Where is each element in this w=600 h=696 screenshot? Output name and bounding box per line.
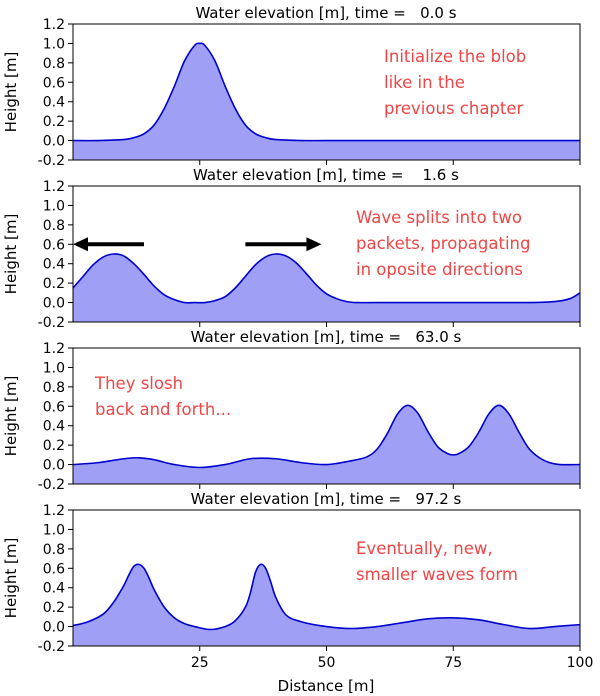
panel-2-water-fill (73, 253, 580, 322)
panel-3-y-tick-label: 0.4 (43, 419, 65, 435)
panel-1-note-line-2: like in the (384, 73, 465, 92)
panel-2-y-tick-label: 0.8 (43, 218, 65, 234)
panel-1-y-tick-label: 0.0 (43, 134, 65, 150)
panel-1-y-tick-label: 1.2 (43, 17, 65, 33)
panel-4-y-tick-label: 0.0 (43, 620, 65, 636)
panel-3-y-tick-label: 0.8 (43, 380, 65, 396)
panel-2-y-axis-label: Height [m] (2, 214, 20, 295)
panel-1-y-tick-label: 0.8 (43, 56, 65, 72)
panel-4-water-fill (73, 564, 580, 646)
arrow-right-head (306, 237, 322, 252)
panel-4-plot: 1.2 1.0 0.8 0.6 0.4 0.2 0.0 -0.2 25 50 75 100 (38, 503, 594, 671)
panel-2-y-tick-label: 0.2 (43, 276, 65, 292)
panel-3-note-line-1: They slosh (94, 374, 183, 393)
panel-3-y-tick-label: 0.6 (43, 399, 65, 415)
panel-3: Water elevation [m], time = 63.0 s 1.21.… (2, 328, 581, 493)
panel-4-y-tick-label: 0.2 (43, 600, 65, 616)
x-tick-label: 50 (318, 655, 336, 671)
panel-2-water-line (72, 253, 581, 304)
panel-1-water-fill (73, 43, 580, 161)
panel-3-y-tick-label: -0.2 (38, 477, 65, 493)
panel-4: Water elevation [m], time = 97.2 s 1.21.… (2, 490, 593, 671)
panel-2-y-tick-label: 0.4 (43, 257, 65, 273)
panel-2-y-tick-label: 1.2 (43, 179, 65, 195)
panel-2-plot: 1.2 1.0 0.8 0.6 0.4 0.2 0.0 -0.2 (38, 179, 581, 331)
panel-3-y-tick-label: 1.2 (43, 341, 65, 357)
panel-3-title: Water elevation [m], time = 63.0 s (191, 328, 462, 346)
x-axis-label: Distance [m] (278, 677, 375, 695)
x-tick-label: 25 (191, 655, 209, 671)
x-tick-label: 100 (567, 655, 594, 671)
panel-3-y-tick-label: 0.0 (43, 458, 65, 474)
panel-1-y-axis-label: Height [m] (2, 52, 20, 133)
panel-3-note-line-2: back and forth... (95, 400, 231, 419)
panel-2-note-line-1: Wave splits into two (356, 208, 522, 227)
panel-2-note-line-2: packets, propagating (356, 234, 530, 253)
panel-2-note-line-3: in oposite directions (356, 260, 523, 279)
panel-3-water-fill (73, 405, 580, 484)
panel-1-y-tick-label: 0.4 (43, 95, 65, 111)
panel-1-note-line-1: Initialize the blob (384, 47, 526, 66)
panel-3-y-tick-label: 1.0 (43, 360, 65, 376)
panel-2-y-tick-label: 1.0 (43, 198, 65, 214)
panel-3-water-line (72, 404, 581, 469)
panel-1-y-tick-label: 0.6 (43, 75, 65, 91)
panel-1-plot: 1.2 1.0 0.8 0.6 0.4 0.2 0.0 -0.2 (38, 17, 581, 169)
panel-2-y-tick-label: 0.6 (43, 237, 65, 253)
panel-1-title: Water elevation [m], time = 0.0 s (195, 4, 456, 22)
panel-1: Water elevation [m], time = 0.0 s 1.2 1.0… (2, 4, 581, 169)
panel-2-y-tick-label: -0.2 (38, 315, 65, 331)
panel-4-y-axis-label: Height [m] (2, 538, 20, 619)
panel-1-water-line (72, 42, 580, 142)
panel-4-note-line-1: Eventually, new, (356, 539, 493, 558)
panel-4-note-line-2: smaller waves form (356, 565, 518, 584)
panel-4-title: Water elevation [m], time = 97.2 s (191, 490, 462, 508)
panel-2-y-tick-label: 0.0 (43, 296, 65, 312)
panel-3-plot: 1.2 1.0 0.8 0.6 0.4 0.2 0.0 -0.2 (38, 341, 581, 493)
panel-3-y-tick-label: 0.2 (43, 438, 65, 454)
panel-1-y-tick-label: 1.0 (43, 36, 65, 52)
panel-4-y-tick-label: 0.4 (43, 581, 65, 597)
x-tick-label: 75 (444, 655, 462, 671)
panel-4-water-line (72, 563, 581, 631)
panel-1-y-tick-label: 0.2 (43, 114, 65, 130)
panel-4-y-tick-label: 1.0 (43, 522, 65, 538)
panel-4-y-tick-label: 1.2 (43, 503, 65, 519)
panel-1-y-tick-label: -0.2 (38, 153, 65, 169)
panel-2: Water elevation [m], time = 1.6 s 1.2 1.0… (2, 166, 581, 331)
panel-4-y-tick-label: -0.2 (38, 639, 65, 655)
panel-1-note-line-3: previous chapter (384, 99, 524, 118)
panel-2-title: Water elevation [m], time = 1.6 s (193, 166, 459, 184)
panel-4-y-tick-label: 0.6 (43, 561, 65, 577)
panel-3-y-axis-label: Height [m] (2, 376, 20, 457)
panel-4-y-tick-label: 0.8 (43, 542, 65, 558)
arrow-left-head (73, 237, 88, 252)
